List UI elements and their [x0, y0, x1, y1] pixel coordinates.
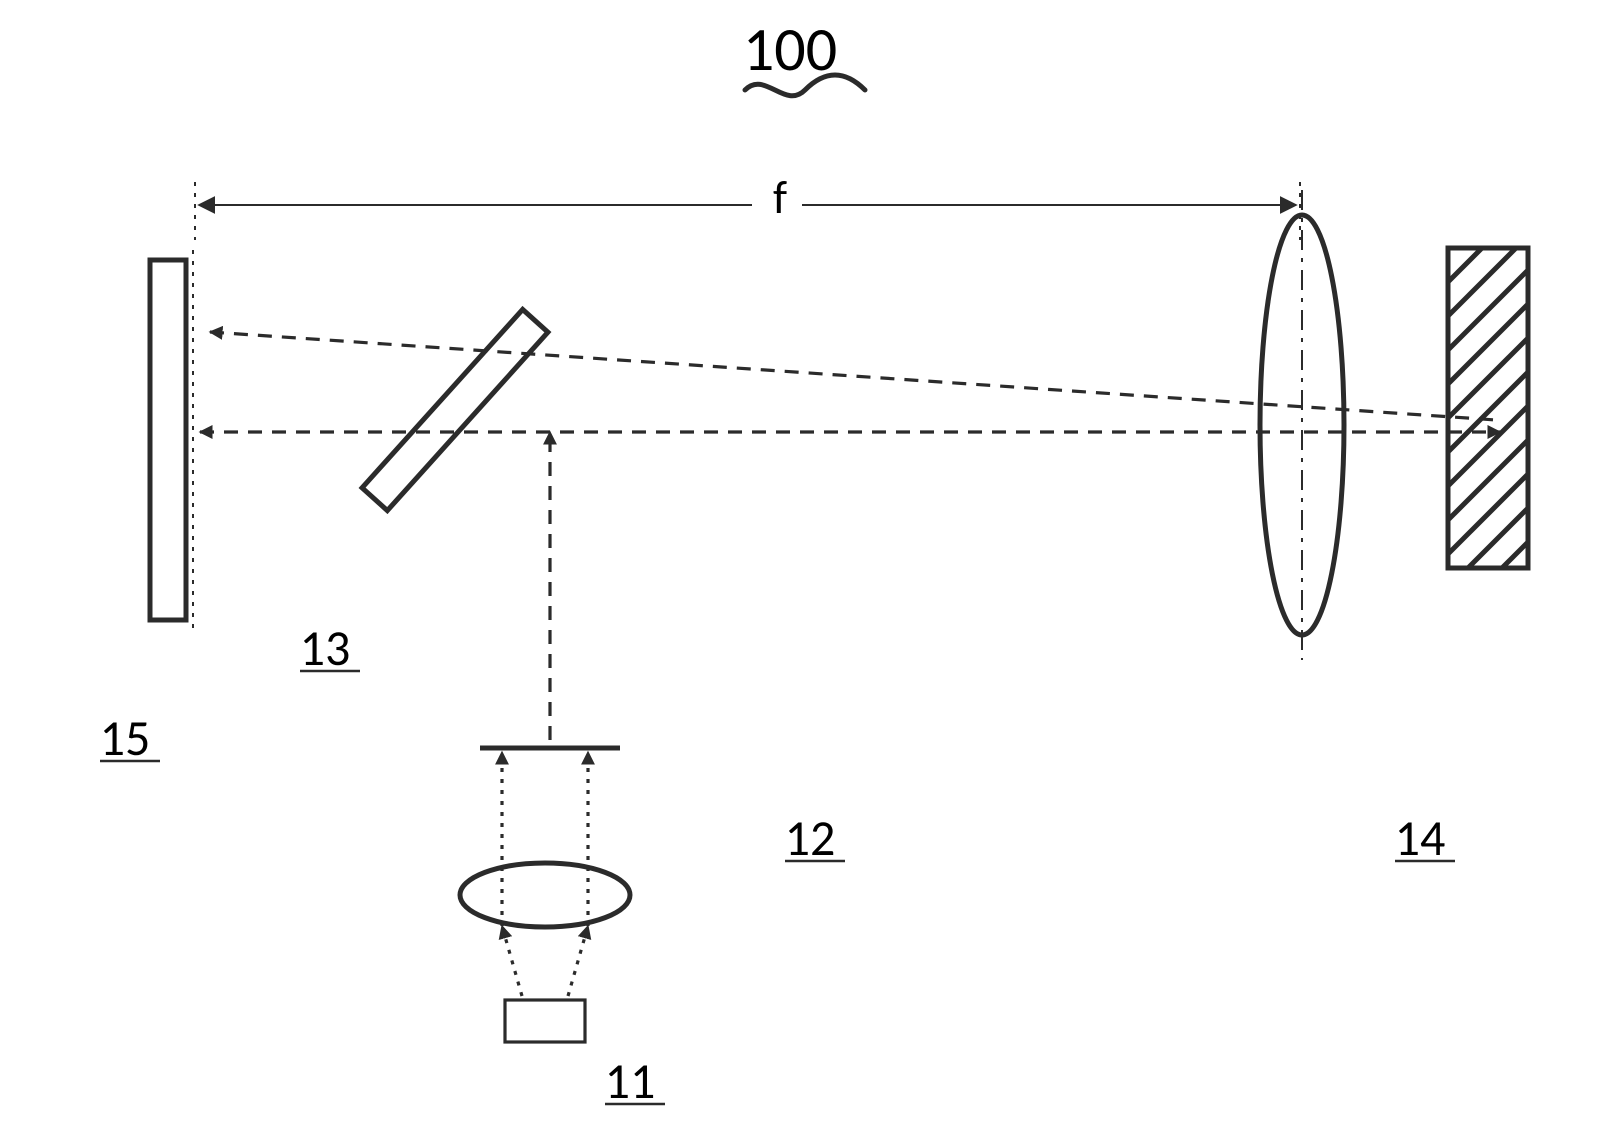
ray-upper [210, 332, 1496, 420]
src-ray-0-a [502, 926, 522, 996]
source-box-11 [505, 1000, 585, 1042]
focal-length-label: f [773, 170, 787, 226]
collimating-lens [460, 863, 630, 927]
sensor-15 [150, 260, 186, 620]
src-ray-1-a [568, 926, 588, 996]
beam-splitter-13 [362, 309, 548, 510]
target-block [1128, 248, 1602, 568]
